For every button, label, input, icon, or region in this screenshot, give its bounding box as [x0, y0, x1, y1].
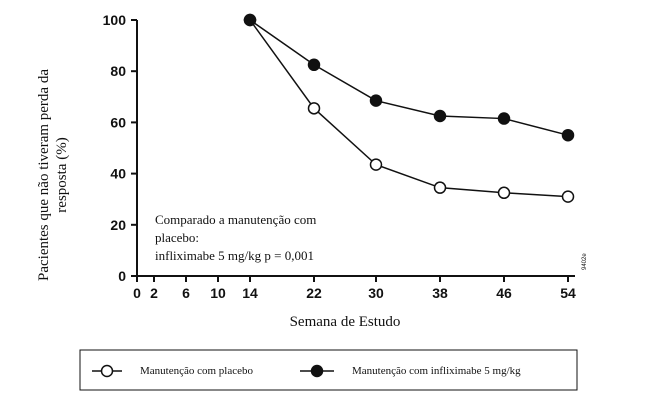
x-axis-title: Semana de Estudo — [290, 314, 401, 330]
legend-box — [79, 349, 578, 391]
x-tick-label: 10 — [210, 285, 226, 301]
legend: Manutenção com placebo Manutenção com in… — [79, 349, 578, 391]
x-tick-label: 46 — [496, 285, 512, 301]
annotation-line3: infliximabe 5 mg/kg p = 0,001 — [155, 248, 314, 263]
legend-marker-infliximab — [310, 364, 324, 378]
legend-label-placebo: Manutenção com placebo — [140, 365, 254, 377]
data-point-infliximab — [369, 94, 383, 107]
figure-code: 9402e — [582, 253, 588, 270]
series-line-placebo — [249, 19, 569, 198]
legend-marker-placebo — [100, 364, 114, 378]
data-point-infliximab — [433, 109, 447, 123]
y-axis-ticks: 0 20 40 60 80 100 — [103, 12, 137, 284]
data-point-placebo — [307, 102, 321, 115]
y-tick-label: 40 — [110, 166, 126, 182]
x-tick-label: 22 — [306, 285, 322, 301]
y-tick-label: 80 — [110, 63, 126, 79]
data-point-placebo — [433, 181, 447, 194]
data-point-placebo — [497, 186, 511, 200]
x-tick-label: 30 — [368, 285, 384, 301]
x-tick-label: 6 — [182, 285, 190, 301]
data-point-placebo — [369, 158, 383, 171]
x-tick-label: 2 — [150, 285, 158, 301]
data-point-infliximab — [307, 58, 321, 72]
data-point-infliximab — [497, 112, 511, 125]
y-tick-label: 60 — [110, 114, 126, 130]
annotation-line1: Comparado a manutenção com — [155, 212, 316, 227]
y-tick-label: 20 — [110, 217, 126, 233]
y-axis-title-line1: Pacientes que não tiveram perda da — [36, 69, 52, 281]
y-tick-label: 0 — [118, 268, 126, 284]
x-axis-ticks: 0 2 6 10 14 22 30 38 46 54 — [133, 276, 576, 301]
y-axis-title-line2: resposta (%) — [54, 137, 70, 212]
annotation-line2: placebo: — [155, 230, 199, 245]
x-tick-label: 54 — [560, 285, 576, 301]
x-tick-label: 38 — [432, 285, 448, 301]
series-lines — [249, 19, 569, 198]
legend-label-infliximab: Manutenção com infliximabe 5 mg/kg — [352, 365, 521, 377]
series-line-infliximab — [249, 19, 569, 136]
data-point-placebo — [561, 190, 575, 203]
data-point-infliximab — [561, 128, 575, 142]
x-tick-label: 0 — [133, 285, 141, 301]
data-point-infliximab — [243, 13, 257, 27]
x-tick-label: 14 — [242, 285, 258, 301]
y-tick-label: 100 — [103, 12, 127, 28]
series-points — [243, 13, 575, 203]
